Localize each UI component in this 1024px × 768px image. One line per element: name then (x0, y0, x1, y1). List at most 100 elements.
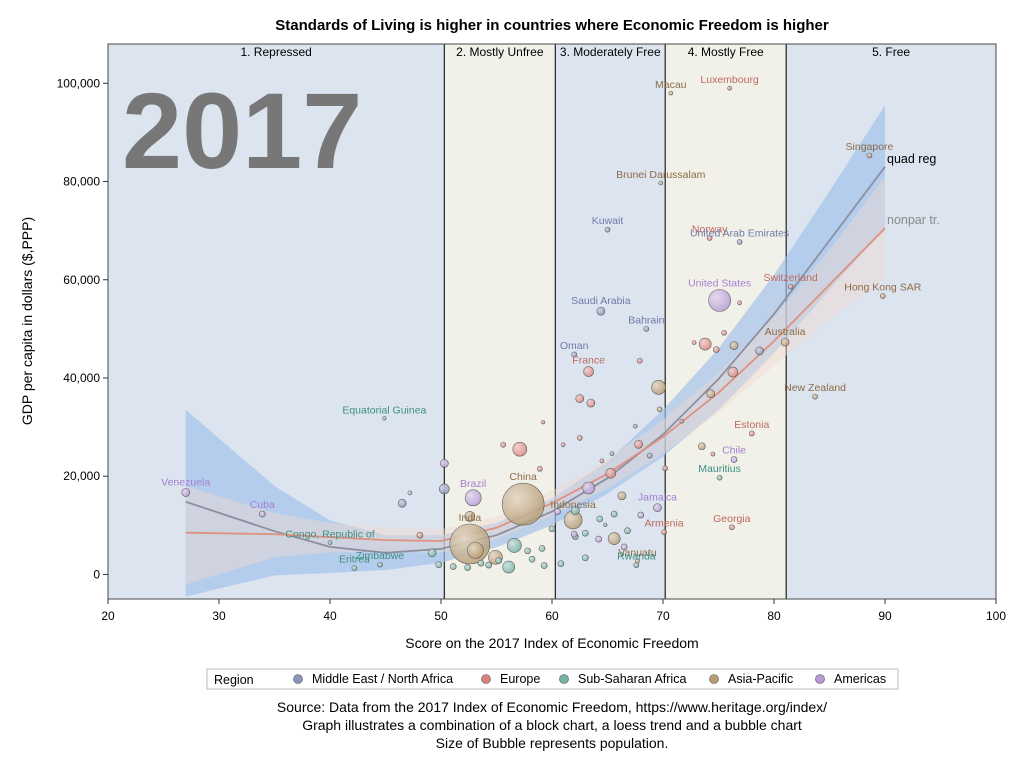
bubble-highlight (727, 86, 732, 91)
bubble-highlight (730, 341, 739, 350)
quad-regression-line (185, 166, 886, 554)
bubble-highlight (439, 483, 450, 494)
country-label-22: Australia (765, 326, 806, 338)
chart-title: Standards of Living is higher in countri… (275, 17, 829, 34)
trend-lines (185, 166, 886, 554)
bubble-34 (643, 326, 650, 332)
bubble-highlight (377, 562, 383, 568)
y-tick-label-100000: 100,000 (57, 76, 101, 90)
bubble-7 (464, 511, 476, 522)
bubble-79 (554, 508, 561, 515)
bubble-highlight (485, 562, 492, 569)
bubble-39 (729, 341, 739, 350)
x-tick-label-60: 60 (545, 609, 559, 623)
bubble-highlight (668, 91, 673, 96)
bubble-highlight (609, 451, 614, 456)
y-axis-label: GDP per capita in dollars ($,PPP) (19, 217, 35, 425)
bubble-33 (596, 306, 606, 316)
year-label: 2017 (122, 70, 362, 191)
bubble-93 (721, 329, 727, 336)
bubble-highlight (880, 293, 886, 299)
country-label-19: Rwanda (617, 551, 656, 563)
bubble-highlight (596, 515, 603, 522)
x-axis: 20 30 40 50 60 70 80 90 100 (101, 599, 1006, 623)
source-line-3: Size of Bubble represents population. (436, 735, 669, 751)
bubble-highlight (717, 475, 723, 481)
bubble-0 (181, 488, 190, 497)
country-label-18: Vanuatu (618, 547, 656, 559)
bubble-highlight (635, 559, 640, 564)
bubble-highlight (721, 330, 727, 336)
country-label-28: United Arab Emirates (690, 227, 789, 239)
bubble-highlight (435, 561, 442, 568)
bubble-highlight (416, 532, 423, 539)
y-tick-label-40000: 40,000 (63, 371, 100, 385)
bubble-54 (467, 542, 484, 559)
x-tick-label-20: 20 (101, 609, 115, 623)
country-label-21: New Zealand (784, 382, 846, 394)
bubble-49 (617, 491, 627, 501)
bubble-3 (327, 540, 333, 545)
bubble-highlight (657, 406, 663, 412)
country-label-4: Zimbabwe (356, 550, 405, 562)
bubble-46 (634, 439, 643, 449)
bubble-69 (557, 560, 565, 567)
quad-confidence-band (185, 105, 885, 597)
country-label-29: Luxembourg (700, 74, 759, 86)
bubble-highlight (755, 346, 764, 355)
country-label-20: Estonia (734, 419, 769, 431)
x-tick-label-90: 90 (878, 609, 892, 623)
source-line-1: Source: Data from the 2017 Index of Econ… (277, 699, 827, 715)
bubble-26 (708, 289, 731, 312)
bubble-highlight (571, 351, 577, 357)
legend-item-1: Europe (481, 672, 540, 686)
bubble-highlight (706, 389, 715, 398)
bubble-68 (540, 562, 548, 569)
bubble-highlight (464, 511, 475, 522)
band-label-4: 4. Mostly Free (688, 45, 764, 59)
bubble-highlight (737, 239, 743, 245)
y-tick-label-60000: 60,000 (63, 273, 100, 287)
legend-marker (559, 674, 569, 684)
bubble-100 (536, 466, 543, 472)
bubble-highlight (428, 548, 437, 557)
bubble-highlight (495, 557, 502, 564)
bubble-highlight (561, 442, 566, 447)
country-label-32: Kuwait (592, 215, 624, 227)
bubble-highlight (557, 560, 564, 567)
legend-label: Europe (500, 672, 540, 686)
bubble-28 (736, 239, 743, 245)
bubble-32 (604, 226, 611, 233)
bubble-50 (607, 532, 621, 545)
bubble-42 (651, 380, 666, 395)
bubble-highlight (259, 511, 266, 518)
x-tick-label-50: 50 (434, 609, 448, 623)
bubble-62 (449, 563, 457, 570)
bubble-highlight (599, 458, 604, 463)
bubble-highlight (477, 560, 484, 567)
bubble-101 (500, 441, 506, 448)
bubble-51 (571, 506, 580, 515)
bubble-highlight (449, 523, 490, 564)
bubble-77 (624, 527, 631, 535)
country-label-27: Norway (692, 224, 728, 236)
bubble-41 (727, 366, 739, 378)
bubble-highlight (571, 531, 578, 538)
bubble-37 (698, 337, 712, 351)
y-tick-label-20000: 20,000 (63, 469, 100, 483)
bubble-90 (646, 452, 653, 459)
bubble-27 (706, 235, 713, 241)
bubble-1 (258, 510, 266, 518)
country-label-16: Chile (722, 445, 746, 457)
bubble-highlight (692, 340, 697, 345)
bubble-highlight (605, 468, 616, 479)
bubble-9 (501, 482, 545, 526)
bubble-highlight (564, 510, 583, 529)
bubble-highlight (637, 512, 644, 519)
bubble-highlight (596, 307, 605, 316)
bubble-89 (656, 406, 663, 413)
band-label-1: 1. Repressed (240, 45, 311, 59)
bubble-73 (581, 529, 589, 537)
bubble-highlight (708, 289, 731, 312)
bubble-22 (780, 337, 790, 347)
